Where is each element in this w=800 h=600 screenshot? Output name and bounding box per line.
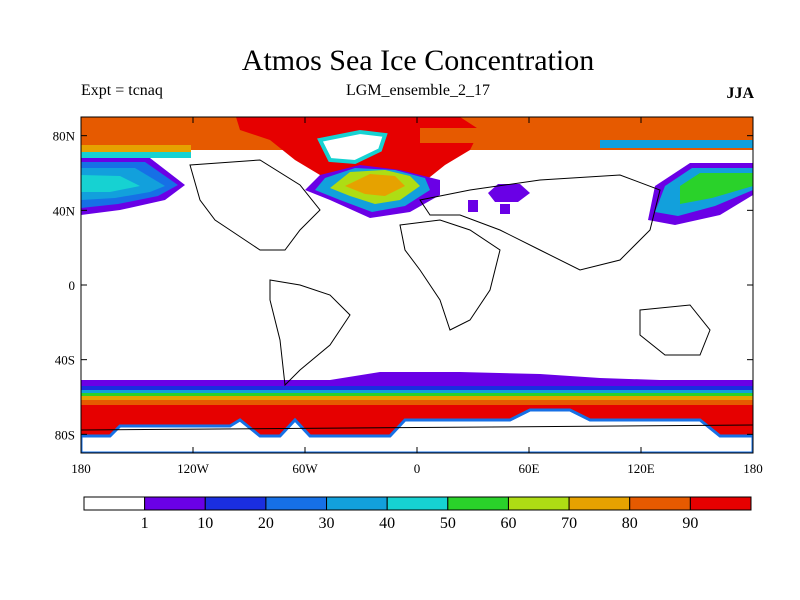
plot-title: Atmos Sea Ice Concentration	[241, 44, 595, 77]
y-tick-label: 0	[69, 278, 76, 293]
colorbar-label: 40	[379, 515, 395, 532]
x-tick-label: 120W	[177, 461, 210, 476]
x-tick-label: 0	[414, 461, 421, 476]
run-name-label: LGM_ensemble_2_17	[346, 82, 490, 99]
y-tick-label: 40N	[53, 203, 76, 218]
colorbar-label: 10	[197, 515, 213, 532]
colorbar-swatch	[629, 496, 691, 511]
colorbar-swatch	[386, 496, 449, 511]
x-tick-label: 60W	[292, 461, 318, 476]
colorbar-label: 30	[319, 515, 335, 532]
season-label: JJA	[726, 85, 754, 102]
colorbar-swatch	[144, 496, 206, 511]
x-tick-label: 180	[743, 461, 763, 476]
colorbar-label: 70	[561, 515, 577, 532]
y-axis: 80N 40N 0 40S 80S	[53, 129, 753, 442]
colorbar-swatch	[204, 496, 267, 511]
x-tick-label: 180	[71, 461, 91, 476]
map-panel	[81, 117, 753, 453]
antarctic-sea-ice	[81, 372, 753, 453]
y-tick-label: 40S	[55, 353, 75, 368]
colorbar-swatch	[689, 496, 752, 511]
colorbar-swatch	[83, 496, 146, 511]
colorbar: 1 10 20 30 40 50 60 70 80 90	[83, 496, 752, 532]
colorbar-label: 50	[440, 515, 456, 532]
colorbar-label: 90	[682, 515, 698, 532]
y-tick-label: 80N	[53, 129, 76, 144]
colorbar-swatch	[326, 496, 388, 511]
colorbar-swatch	[568, 496, 631, 511]
colorbar-swatch	[265, 496, 328, 511]
x-tick-label: 120E	[627, 461, 655, 476]
x-tick-label: 60E	[519, 461, 540, 476]
y-tick-label: 80S	[55, 427, 75, 442]
colorbar-swatch	[507, 496, 570, 511]
colorbar-swatch	[447, 496, 509, 511]
x-axis: 180 120W 60W 0 60E 120E 180	[71, 117, 763, 476]
experiment-label: Expt = tcnaq	[81, 82, 163, 99]
colorbar-label: 1	[141, 515, 149, 532]
coastlines	[81, 159, 753, 431]
colorbar-label: 60	[500, 515, 516, 532]
colorbar-label: 80	[622, 515, 638, 532]
colorbar-label: 20	[258, 515, 274, 532]
